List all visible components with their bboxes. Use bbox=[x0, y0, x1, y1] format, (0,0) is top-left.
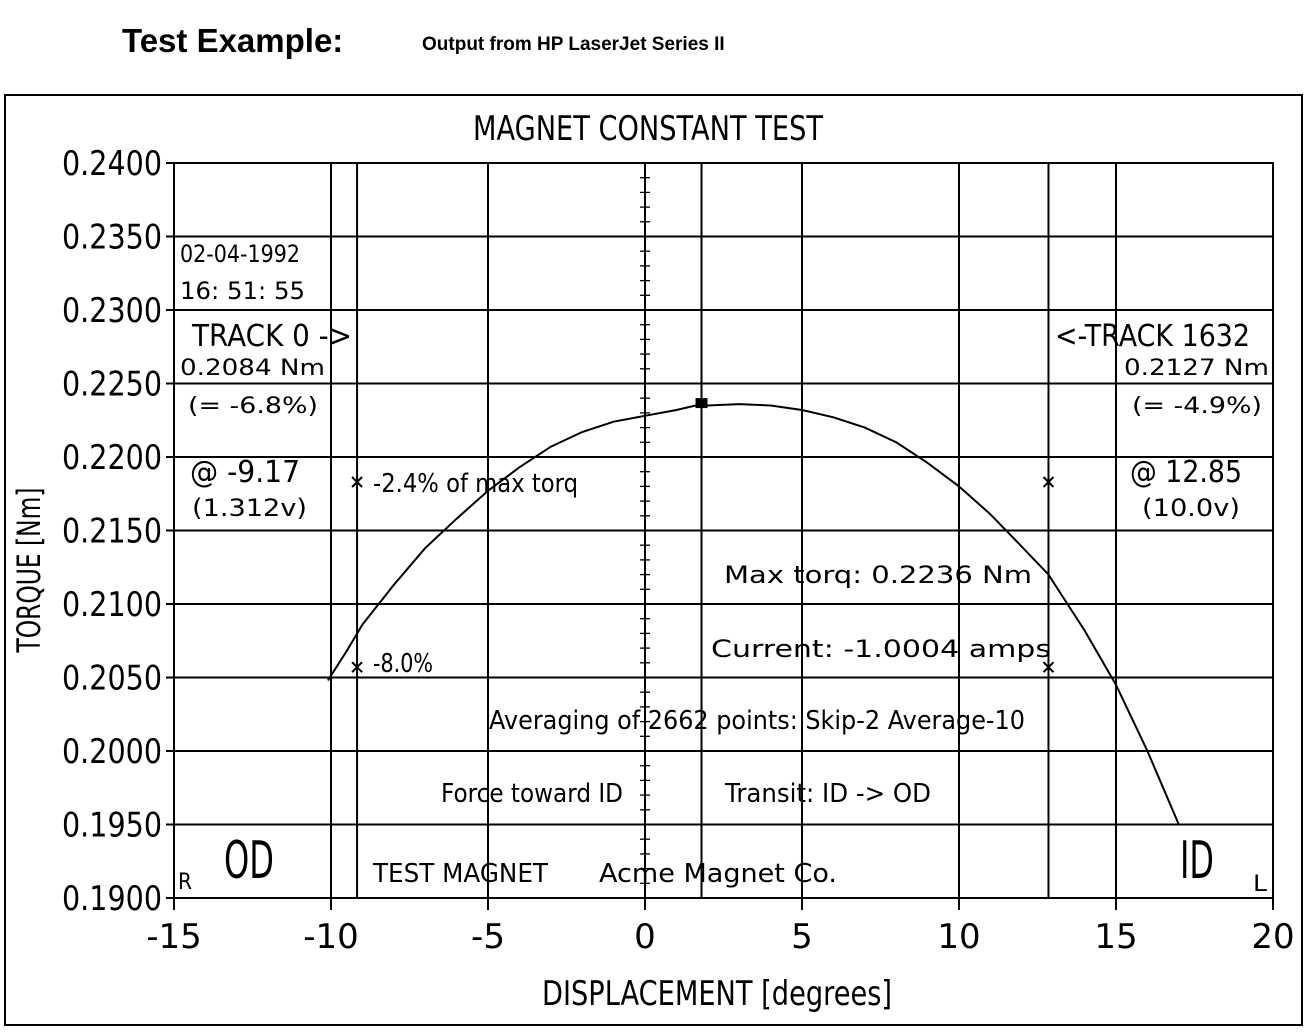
track-left-pct: (= -6.8%) bbox=[188, 394, 318, 419]
x-tick-label: -5 bbox=[471, 917, 505, 957]
l-label: L bbox=[1253, 872, 1268, 897]
y-tick-label: 0.1950 bbox=[62, 806, 162, 846]
od-label: OD bbox=[224, 831, 274, 891]
track-right-label: <-TRACK 1632 bbox=[1055, 319, 1250, 354]
averaging-label: Averaging of 2662 points: Skip-2 Average… bbox=[489, 706, 1025, 736]
track-left-torque: 0.2084 Nm bbox=[180, 356, 325, 381]
track-right-pct: (= -4.9%) bbox=[1132, 394, 1262, 419]
x-marker bbox=[1042, 661, 1055, 673]
y-tick-label: 0.2200 bbox=[62, 438, 162, 478]
id-label: ID bbox=[1180, 831, 1214, 891]
page-subheading: Output from HP LaserJet Series II bbox=[422, 34, 725, 55]
x-tick-label: 20 bbox=[1251, 917, 1294, 957]
x-marker bbox=[351, 476, 363, 488]
chart-frame bbox=[4, 94, 1303, 1026]
time-label: 16: 51: 55 bbox=[180, 277, 305, 305]
x-marker-stroke bbox=[1042, 476, 1055, 488]
y-tick-label: 0.2250 bbox=[62, 365, 162, 405]
y-tick-label: 0.2150 bbox=[62, 512, 162, 552]
y-tick-label: 0.1900 bbox=[62, 879, 162, 919]
max-torq-label: Max torq: 0.2236 Nm bbox=[724, 561, 1032, 589]
tick-labels: 0.2400 0.2350 0.2300 0.2250 0.2200 0.2150 0.21… bbox=[62, 144, 1295, 957]
x-tick-label: -10 bbox=[303, 917, 359, 957]
transit-label: Transit: ID -> OD bbox=[724, 779, 931, 809]
marker-lower-label: -8.0% bbox=[373, 649, 433, 679]
x-tick-label: 15 bbox=[1094, 917, 1137, 957]
y-axis-label: TORQUE [Nm] bbox=[10, 488, 48, 654]
marker-upper-label: -2.4% of max torq bbox=[373, 469, 578, 499]
track-right-at: @ 12.85 bbox=[1130, 455, 1242, 490]
torque-curve bbox=[327, 403, 1180, 825]
company-label: Acme Magnet Co. bbox=[599, 859, 837, 889]
x-marker-stroke bbox=[351, 661, 363, 673]
y-tick-label: 0.2050 bbox=[62, 659, 162, 699]
x-tick-label: 5 bbox=[791, 917, 813, 957]
x-marker-stroke bbox=[351, 476, 363, 488]
y-tick-label: 0.2350 bbox=[62, 218, 162, 258]
x-marker bbox=[1042, 476, 1055, 488]
x-tick-label: 10 bbox=[937, 917, 980, 957]
zero-axis bbox=[638, 162, 652, 910]
series-layer bbox=[327, 398, 1180, 825]
x-axis-label: DISPLACEMENT [degrees] bbox=[542, 974, 892, 1014]
max-torque-point bbox=[695, 398, 708, 409]
grid-lines bbox=[166, 162, 1274, 910]
x-marker-stroke bbox=[1042, 661, 1055, 673]
x-tick-label: -15 bbox=[146, 917, 202, 957]
current-label: Current: -1.0004 amps bbox=[711, 635, 1051, 663]
track-left-label: TRACK 0 -> bbox=[191, 319, 352, 354]
y-tick-label: 0.2400 bbox=[62, 144, 162, 184]
y-tick-label: 0.2100 bbox=[62, 585, 162, 625]
x-marker bbox=[351, 661, 363, 673]
vertical-markers bbox=[330, 163, 1117, 898]
track-right-torque: 0.2127 Nm bbox=[1124, 356, 1269, 381]
date-label: 02-04-1992 bbox=[180, 240, 300, 268]
r-label: R bbox=[178, 870, 192, 895]
magnet-label: TEST MAGNET bbox=[372, 859, 548, 889]
force-label: Force toward ID bbox=[441, 779, 623, 809]
page-heading: Test Example: bbox=[122, 22, 344, 59]
y-tick-label: 0.2300 bbox=[62, 291, 162, 331]
track-left-volt: (1.312v) bbox=[192, 494, 307, 522]
x-tick-label: 0 bbox=[634, 917, 656, 957]
y-tick-label: 0.2000 bbox=[62, 732, 162, 772]
chart-title: MAGNET CONSTANT TEST bbox=[473, 109, 823, 149]
track-left-at: @ -9.17 bbox=[190, 455, 300, 490]
track-right-volt: (10.0v) bbox=[1142, 494, 1240, 522]
